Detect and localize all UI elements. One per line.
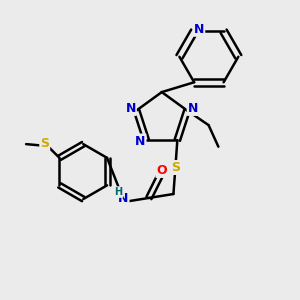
Text: N: N — [188, 102, 198, 115]
Text: N: N — [125, 102, 136, 115]
Text: N: N — [118, 192, 129, 206]
Text: H: H — [114, 187, 122, 197]
Text: N: N — [135, 134, 146, 148]
Text: N: N — [194, 23, 204, 36]
Text: S: S — [40, 136, 49, 150]
Text: S: S — [171, 161, 180, 174]
Text: O: O — [156, 164, 167, 177]
